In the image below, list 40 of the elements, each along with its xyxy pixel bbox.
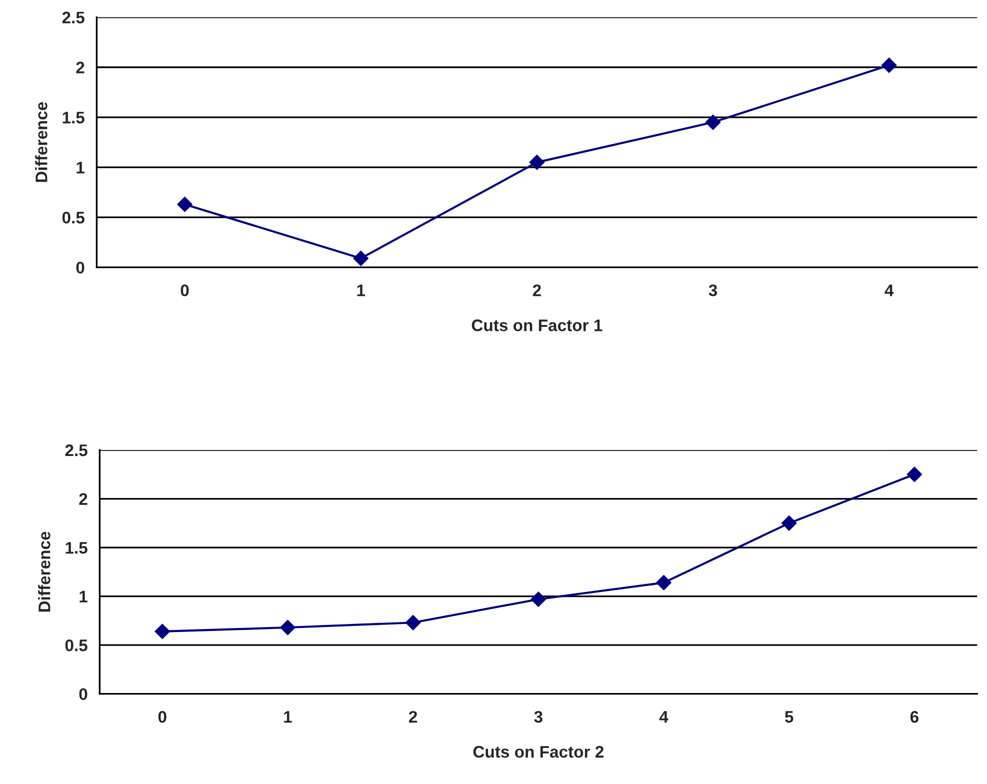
point bbox=[882, 58, 897, 73]
x-tick-label: 1 bbox=[284, 711, 292, 723]
x-tick-label: 2 bbox=[532, 284, 541, 296]
point bbox=[177, 196, 192, 212]
y-tick-label: 0.5 bbox=[62, 212, 84, 224]
point bbox=[530, 592, 546, 607]
point bbox=[529, 154, 544, 170]
y-tick-label: 2.5 bbox=[62, 12, 84, 24]
x-axis-title: Cuts on Factor 1 bbox=[472, 319, 602, 332]
y-tick-label: 0 bbox=[76, 262, 84, 274]
point bbox=[405, 615, 421, 630]
y-axis-title: Difference bbox=[38, 532, 50, 612]
point bbox=[782, 516, 797, 531]
y-tick-label: 1 bbox=[76, 162, 84, 174]
y-tick-label: 0.5 bbox=[65, 639, 88, 652]
x-tick-label: 3 bbox=[534, 710, 542, 723]
x-tick-label: 4 bbox=[659, 711, 668, 723]
x-tick-label: 0 bbox=[180, 284, 189, 296]
x-tick-label: 2 bbox=[409, 710, 418, 723]
y-axis-title: Difference bbox=[35, 102, 48, 182]
point bbox=[353, 250, 368, 266]
point bbox=[280, 620, 296, 636]
y-tick-label: 1 bbox=[80, 590, 88, 602]
x-tick-label: 0 bbox=[158, 710, 166, 723]
x-tick-label: 3 bbox=[708, 284, 718, 296]
x-tick-label: 4 bbox=[884, 284, 894, 296]
y-tick-label: 2.5 bbox=[65, 444, 88, 456]
x-axis-title: Cuts on Factor 2 bbox=[473, 746, 604, 758]
point bbox=[906, 466, 922, 482]
x-tick-label: 5 bbox=[784, 711, 794, 723]
y-tick-label: 1.5 bbox=[62, 112, 84, 124]
point bbox=[656, 575, 672, 590]
x-tick-label: 6 bbox=[910, 710, 918, 723]
y-tick-label: 0 bbox=[79, 688, 88, 700]
y-tick-label: 2 bbox=[76, 62, 84, 74]
point bbox=[154, 624, 170, 639]
y-tick-label: 1.5 bbox=[66, 542, 88, 554]
x-tick-label: 1 bbox=[357, 284, 366, 296]
point bbox=[705, 114, 721, 130]
y-tick-label: 2 bbox=[79, 493, 88, 505]
